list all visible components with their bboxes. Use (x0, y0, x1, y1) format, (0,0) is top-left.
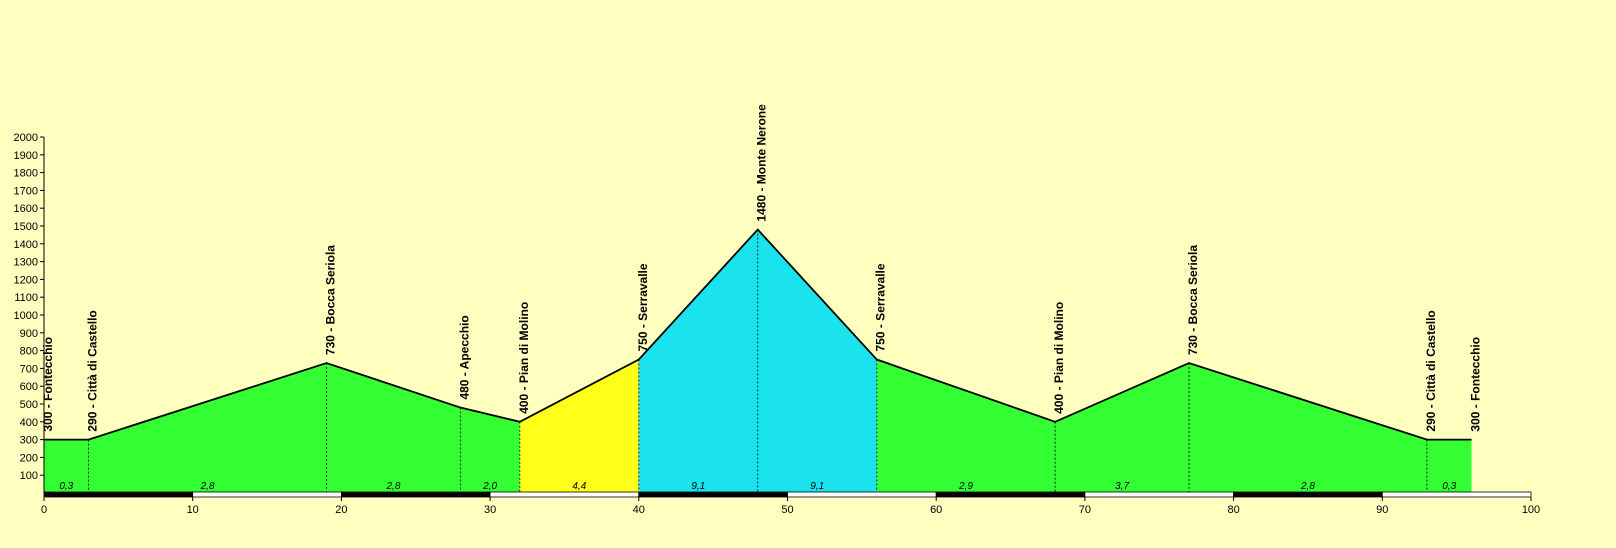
x-axis: 0 10 20 30 40 50 60 70 80 90 100 (41, 491, 1540, 516)
segment-label-5: 9,1 (691, 481, 705, 492)
x-tick-label-2: 20 (335, 504, 347, 516)
segment-label-7: 2,9 (958, 481, 973, 492)
segment-label-2: 2,8 (385, 481, 400, 492)
fill-zone-0 (44, 363, 520, 493)
y-tick-label-1: 200 (20, 452, 38, 464)
x-tick-label-0: 0 (41, 504, 47, 516)
waypoint-label-11: 300 - Fontecchio (1469, 337, 1483, 432)
segment-label-4: 4,4 (572, 481, 586, 492)
waypoint-label-4: 400 - Pian di Molino (517, 302, 531, 414)
y-tick-label-14: 1500 (14, 221, 38, 233)
x-tick-label-6: 60 (930, 504, 942, 516)
waypoint-drop-lines (88, 229, 1428, 493)
y-tick-label-17: 1800 (14, 168, 38, 180)
waypoint-label-6: 1480 - Monte Nerone (755, 104, 769, 222)
y-tick-label-2: 300 (20, 435, 38, 447)
x-axis-block-8 (1233, 491, 1383, 498)
fill-zone-2 (638, 229, 877, 493)
waypoint-label-1: 290 - Città di Castello (86, 310, 100, 431)
y-tick-label-12: 1300 (14, 257, 38, 269)
y-tick-label-7: 800 (20, 346, 38, 358)
waypoint-label-10: 290 - Città di Castello (1424, 310, 1438, 431)
x-axis-block-2 (340, 491, 491, 498)
profile-line (44, 228, 1472, 441)
x-axis-block-0 (43, 491, 194, 498)
y-tick-label-16: 1700 (14, 185, 38, 197)
y-tick-label-10: 1100 (14, 292, 38, 304)
x-tick-label-7: 70 (1079, 504, 1091, 516)
waypoint-label-7: 750 - Serravalle (874, 263, 888, 351)
segment-label-6: 9,1 (810, 481, 824, 492)
waypoint-label-5: 750 - Serravalle (636, 263, 650, 351)
y-tick-label-0: 100 (20, 470, 38, 482)
segment-label-1: 2,8 (200, 481, 215, 492)
segment-label-8: 3,7 (1115, 481, 1129, 492)
segment-label-3: 2,0 (482, 481, 497, 492)
segment-label-9: 2,8 (1300, 481, 1315, 492)
waypoint-label-0: 300 - Fontecchio (41, 337, 55, 432)
waypoint-label-2: 730 - Bocca Seriola (324, 245, 338, 355)
y-tick-label-5: 600 (20, 381, 38, 393)
x-axis-block-5 (787, 491, 937, 498)
y-tick-label-19: 2000 (14, 132, 38, 144)
x-axis-block-1 (192, 491, 342, 498)
x-tick-label-3: 30 (484, 504, 496, 516)
fill-zone-1 (519, 359, 639, 493)
waypoint-label-8: 400 - Pian di Molino (1052, 302, 1066, 414)
y-tick-label-6: 700 (20, 363, 38, 375)
x-tick-label-1: 10 (187, 504, 199, 516)
y-tick-label-3: 400 (20, 417, 38, 429)
segment-labels: 0,3 2,8 2,8 2,0 4,4 9,1 9,1 2,9 3,7 2,8 0,3 (59, 481, 1456, 492)
x-axis-block-3 (489, 491, 640, 498)
x-tick-label-8: 80 (1227, 504, 1239, 516)
segment-label-10: 0,3 (1442, 481, 1456, 492)
x-tick-label-5: 50 (781, 504, 793, 516)
x-tick-label-4: 40 (633, 504, 645, 516)
x-axis-block-6 (935, 491, 1086, 498)
y-axis: 100 200 300 400 500 600 700 800 900 1000 1100 1200 1… (14, 132, 45, 493)
waypoint-label-9: 730 - Bocca Seriola (1186, 245, 1200, 355)
x-axis-block-4 (638, 491, 788, 498)
waypoint-label-3: 480 - Apecchio (457, 315, 471, 399)
y-tick-label-15: 1600 (14, 203, 38, 215)
x-axis-block-7 (1084, 491, 1235, 498)
y-tick-label-18: 1900 (14, 150, 38, 162)
y-tick-label-11: 1200 (14, 274, 38, 286)
segment-label-0: 0,3 (59, 481, 73, 492)
y-tick-label-4: 500 (20, 399, 38, 411)
x-tick-label-10: 100 (1522, 504, 1540, 516)
fill-zones (44, 229, 1472, 493)
x-tick-label-9: 90 (1376, 504, 1388, 516)
fill-zone-3 (876, 359, 1472, 493)
y-tick-label-8: 900 (20, 328, 38, 340)
x-axis-block-9 (1381, 491, 1532, 498)
y-tick-label-9: 1000 (14, 310, 38, 322)
y-tick-label-13: 1400 (14, 239, 38, 251)
waypoint-labels: 300 - Fontecchio 290 - Città di Castello 7… (41, 104, 1483, 432)
